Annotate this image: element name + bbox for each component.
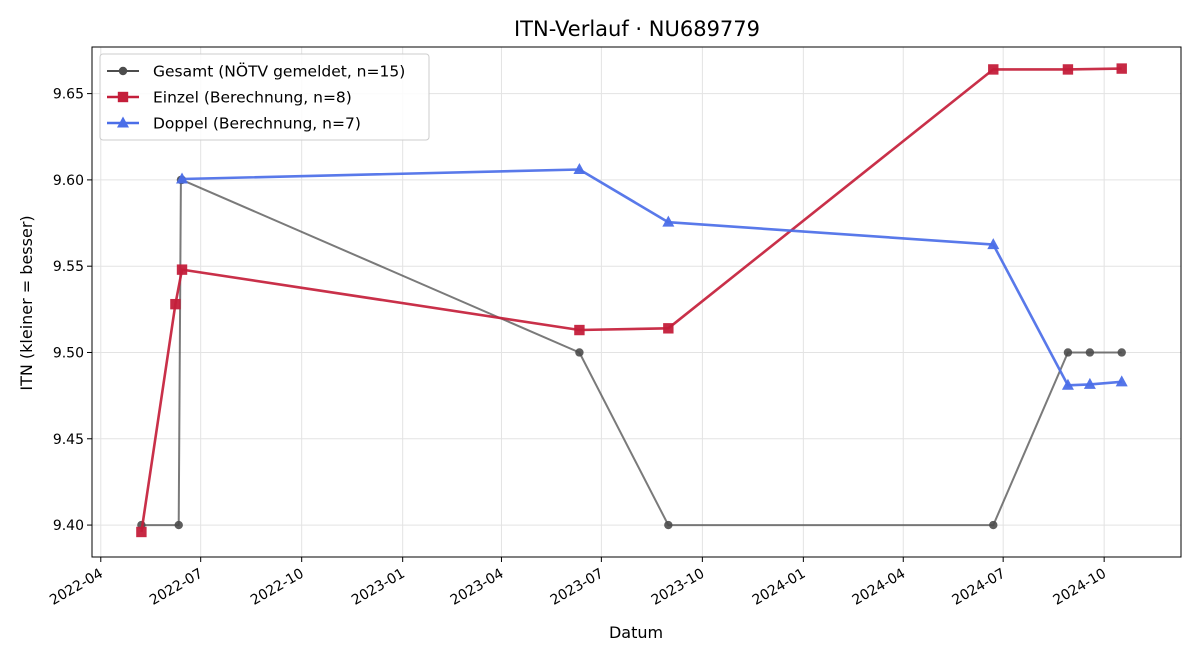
x-tick-label: 2024-01 (750, 566, 809, 609)
legend-label: Doppel (Berechnung, n=7) (153, 115, 361, 133)
y-axis: 9.40 9.45 9.50 9.55 9.60 9.65 (53, 87, 92, 534)
data-point (662, 215, 675, 227)
data-point (170, 298, 181, 310)
data-point (1115, 375, 1128, 387)
series-line (141, 178, 1122, 527)
data-point (989, 520, 998, 530)
data-point (1062, 64, 1074, 75)
x-tick-label: 2023-10 (649, 566, 708, 609)
data-point (1083, 377, 1096, 389)
data-point (1085, 348, 1095, 357)
x-tick-label: 2024-07 (949, 566, 1008, 609)
data-point (663, 323, 674, 334)
x-axis: 2022-04 2022-07 2022-10 2023-01 2023-04 2023-… (47, 557, 1109, 609)
y-tick-label: 9.60 (53, 173, 84, 189)
data-point (117, 116, 129, 128)
data-point (988, 64, 999, 75)
y-tick-label: 9.55 (53, 259, 84, 275)
x-tick-label: 2023-07 (548, 566, 607, 609)
data-point (176, 172, 189, 184)
x-tick-label: 2023-01 (349, 566, 408, 609)
data-point (1061, 378, 1074, 390)
x-tick-label: 2023-04 (448, 566, 507, 609)
legend-box (99, 53, 430, 141)
data-point (1116, 63, 1127, 74)
data-point (664, 520, 673, 530)
data-point (176, 264, 188, 275)
data-point (574, 324, 585, 336)
x-tick-label: 2024-10 (1050, 566, 1109, 609)
data-point (118, 66, 128, 76)
legend-label: Gesamt (NÖTV gemeldet, n=15) (153, 62, 405, 81)
legend: Gesamt (NÖTV gemeldet, n=15) Einzel (Bere… (99, 53, 430, 141)
series-line (140, 67, 1122, 533)
y-axis-label: ITN (kleiner = besser) (17, 215, 36, 390)
data-point (136, 526, 147, 538)
chart-title: ITN-Verlauf · NU689779 (514, 17, 760, 41)
x-tick-label: 2024-04 (850, 566, 909, 609)
data-point (1117, 348, 1126, 357)
x-axis-label: Datum (609, 623, 663, 642)
data-point (174, 520, 183, 530)
data-point (117, 91, 129, 103)
data-point (1063, 348, 1073, 357)
series-square (136, 63, 1127, 538)
x-tick-label: 2022-10 (248, 566, 307, 609)
series-triangle (176, 163, 1128, 390)
grid (92, 47, 1181, 557)
series-layer (136, 63, 1128, 538)
x-tick-label: 2022-04 (47, 566, 106, 609)
x-tick-label: 2022-07 (147, 566, 206, 609)
y-tick-label: 9.50 (53, 345, 84, 361)
data-point (987, 238, 1000, 250)
y-tick-label: 9.45 (53, 432, 84, 448)
data-point (573, 163, 586, 175)
data-point (575, 348, 584, 357)
legend-label: Einzel (Berechnung, n=8) (153, 89, 352, 107)
y-tick-label: 9.40 (53, 518, 84, 534)
plot-frame (91, 46, 1182, 558)
y-tick-label: 9.65 (53, 87, 84, 103)
